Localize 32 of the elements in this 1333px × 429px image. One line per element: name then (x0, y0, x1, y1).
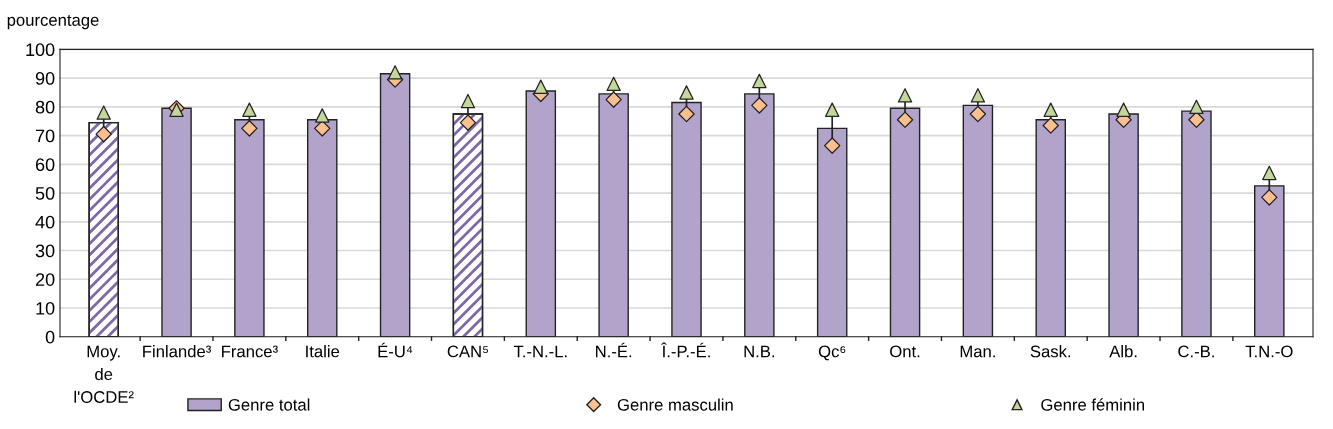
x-tick-label: N.-É. (596, 342, 632, 358)
legend-label: Genre féminin (1041, 398, 1145, 411)
y-tick-label: 80 (35, 100, 55, 114)
x-tick-label: Man. (960, 345, 995, 358)
x-tick-label: Sask. (1030, 345, 1071, 358)
x-tick-label: T.-N.-L. (513, 345, 567, 358)
y-tick-label: 90 (35, 72, 55, 85)
y-tick-label: 0 (45, 330, 55, 344)
x-tick-label: Qc⁶ (818, 345, 846, 361)
y-tick-label: 10 (36, 301, 55, 315)
x-tick-label: France³ (222, 345, 278, 358)
x-tick-label: Ont. (890, 345, 920, 358)
x-tick-label: Î.-P.-É. (661, 342, 710, 358)
y-tick-label: 100 (26, 43, 55, 57)
x-tick-label: C.-B. (1178, 345, 1214, 358)
y-axis-title: pourcentage (7, 14, 99, 30)
x-tick-label: É-U⁴ (378, 342, 413, 358)
x-tick-label: Moy. de l'OCDE² (74, 345, 134, 403)
x-tick-label: Alb. (1109, 345, 1137, 358)
y-tick-label: 20 (35, 273, 55, 286)
x-tick-label: Finlande³ (143, 345, 211, 358)
legend-label: Genre masculin (617, 398, 733, 411)
legend-label: Genre total (228, 398, 310, 411)
x-tick-label: CAN⁵ (447, 345, 488, 358)
y-tick-label: 30 (35, 244, 55, 258)
x-tick-label: N.B. (744, 345, 775, 358)
x-tick-label: T.N.-O (1245, 345, 1293, 358)
y-tick-label: 70 (35, 129, 55, 143)
y-tick-label: 40 (35, 215, 55, 229)
y-tick-label: 50 (35, 186, 55, 200)
x-tick-label: Italie (306, 345, 340, 358)
y-tick-label: 60 (35, 158, 55, 172)
